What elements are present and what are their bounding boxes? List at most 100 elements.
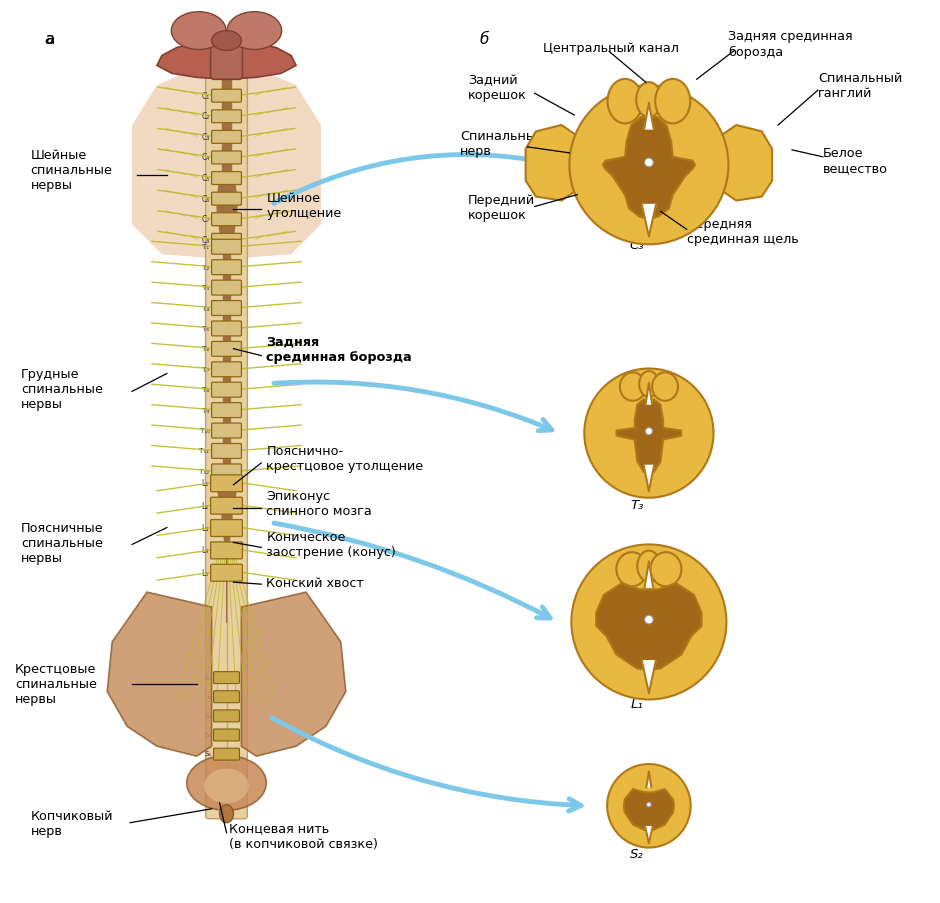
Circle shape (647, 803, 651, 807)
Polygon shape (642, 661, 656, 694)
Ellipse shape (636, 83, 662, 118)
FancyBboxPatch shape (213, 749, 240, 760)
Text: Серое
вещество: Серое вещество (560, 144, 635, 172)
FancyBboxPatch shape (213, 691, 240, 703)
Ellipse shape (212, 32, 242, 51)
Text: T₆: T₆ (202, 346, 210, 352)
Polygon shape (645, 562, 653, 588)
Polygon shape (646, 383, 652, 405)
FancyBboxPatch shape (212, 342, 242, 357)
FancyBboxPatch shape (212, 281, 242, 295)
Text: T₃: T₃ (630, 498, 644, 512)
Text: Передняя
срединная щель: Передняя срединная щель (686, 219, 798, 247)
FancyBboxPatch shape (211, 520, 243, 537)
Ellipse shape (220, 805, 233, 823)
Polygon shape (644, 104, 653, 130)
Text: C₆: C₆ (201, 194, 210, 203)
FancyBboxPatch shape (211, 38, 243, 80)
Text: T₁₁: T₁₁ (199, 448, 210, 454)
Text: C₁: C₁ (201, 91, 210, 100)
Ellipse shape (187, 756, 266, 810)
FancyBboxPatch shape (213, 672, 240, 684)
Text: C₃: C₃ (201, 133, 210, 142)
Text: а: а (44, 32, 54, 47)
Text: Пояснично-
крестцовое утолщение: Пояснично- крестцовое утолщение (266, 444, 423, 472)
Polygon shape (644, 466, 654, 492)
Text: T₉: T₉ (202, 407, 210, 414)
Circle shape (645, 616, 653, 624)
FancyBboxPatch shape (212, 362, 242, 377)
Text: T₁₂: T₁₂ (199, 469, 210, 474)
Text: Спинальный
ганглий: Спинальный ганглий (818, 72, 902, 100)
Ellipse shape (227, 13, 282, 51)
Text: Грудные
спинальные
нервы: Грудные спинальные нервы (21, 368, 102, 411)
FancyBboxPatch shape (212, 260, 242, 275)
FancyBboxPatch shape (211, 498, 243, 515)
Text: T₁: T₁ (202, 244, 210, 250)
Text: S₅: S₅ (204, 750, 212, 757)
Text: T₁₀: T₁₀ (199, 427, 210, 433)
Polygon shape (242, 592, 346, 757)
Text: L₁: L₁ (631, 697, 643, 710)
Polygon shape (596, 583, 701, 670)
Text: T₇: T₇ (202, 367, 210, 372)
Text: C₈: C₈ (201, 236, 210, 245)
FancyBboxPatch shape (212, 213, 242, 227)
FancyBboxPatch shape (212, 404, 242, 418)
Text: S₃: S₃ (205, 712, 212, 718)
Polygon shape (603, 118, 695, 219)
Polygon shape (716, 126, 772, 201)
FancyBboxPatch shape (212, 90, 242, 103)
Text: Шейные
спинальные
нервы: Шейные спинальные нервы (31, 149, 113, 192)
FancyBboxPatch shape (212, 193, 242, 206)
Text: Крестцовые
спинальные
нервы: Крестцовые спинальные нервы (15, 662, 97, 705)
FancyBboxPatch shape (211, 475, 243, 492)
FancyBboxPatch shape (213, 710, 240, 722)
FancyBboxPatch shape (211, 543, 243, 559)
Text: S₁: S₁ (205, 674, 212, 680)
Circle shape (645, 159, 653, 168)
Polygon shape (647, 772, 651, 787)
FancyBboxPatch shape (212, 152, 242, 164)
FancyBboxPatch shape (212, 131, 242, 144)
Polygon shape (107, 592, 212, 757)
Circle shape (646, 428, 652, 435)
FancyBboxPatch shape (212, 321, 242, 337)
Ellipse shape (204, 768, 249, 804)
Polygon shape (624, 789, 674, 830)
Circle shape (607, 764, 691, 848)
Text: Задняя
срединная борозда: Задняя срединная борозда (266, 335, 412, 363)
Text: L₅: L₅ (201, 568, 209, 577)
Text: C₇: C₇ (201, 215, 210, 224)
Text: Задний
корешок: Задний корешок (468, 74, 527, 102)
Text: C₅: C₅ (201, 174, 210, 182)
Text: Конский хвост: Конский хвост (266, 576, 364, 589)
Polygon shape (645, 827, 652, 843)
Text: L₁: L₁ (201, 479, 209, 488)
Text: L₃: L₃ (201, 524, 209, 533)
Ellipse shape (171, 13, 226, 51)
Text: Белое
вещество: Белое вещество (822, 146, 887, 174)
FancyBboxPatch shape (212, 464, 242, 479)
Text: T₈: T₈ (202, 386, 210, 393)
Text: Задняя срединная
борозда: Задняя срединная борозда (728, 31, 853, 59)
Circle shape (570, 86, 728, 245)
Text: Копчиковый
нерв: Копчиковый нерв (31, 809, 113, 837)
Polygon shape (525, 126, 581, 201)
Text: Шейное
утолщение: Шейное утолщение (266, 191, 341, 219)
Polygon shape (642, 205, 656, 237)
FancyBboxPatch shape (212, 444, 242, 459)
FancyBboxPatch shape (212, 240, 242, 255)
Polygon shape (157, 42, 296, 80)
Ellipse shape (650, 553, 681, 587)
Text: T₅: T₅ (202, 326, 210, 331)
Text: T₂: T₂ (202, 265, 210, 270)
Ellipse shape (655, 79, 690, 125)
Text: C₄: C₄ (201, 154, 210, 163)
Ellipse shape (619, 373, 646, 401)
FancyBboxPatch shape (213, 730, 240, 741)
Text: C₂: C₂ (201, 112, 210, 121)
FancyBboxPatch shape (206, 73, 247, 819)
Ellipse shape (617, 553, 648, 587)
FancyBboxPatch shape (212, 234, 242, 247)
